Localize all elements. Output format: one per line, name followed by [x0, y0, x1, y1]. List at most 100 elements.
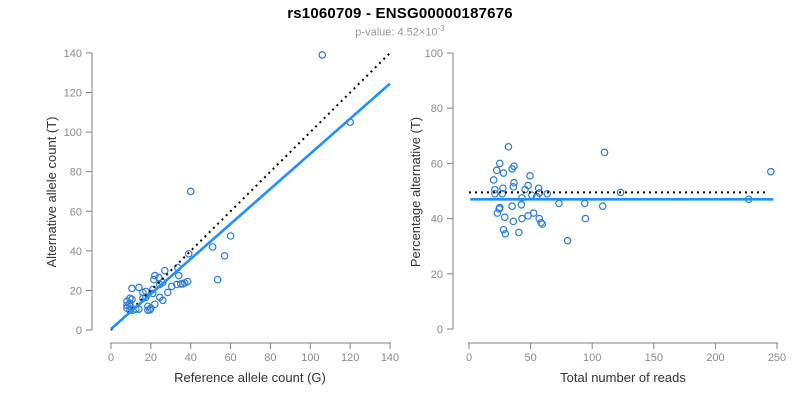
y-tick-label: 100	[425, 48, 443, 60]
y-tick-label: 120	[64, 88, 82, 100]
y-tick-label: 60	[70, 206, 82, 218]
data-point	[151, 271, 159, 280]
figure-title: rs1060709 - ENSG00000187676	[287, 5, 513, 22]
data-point	[183, 277, 192, 286]
x-tick-label: 50	[524, 352, 536, 364]
data-point	[161, 266, 169, 275]
data-point	[510, 178, 518, 187]
data-point	[142, 293, 150, 302]
data-point	[318, 51, 327, 59]
x-tick-label: 100	[301, 352, 319, 364]
data-point	[128, 295, 136, 304]
data-point	[581, 214, 590, 223]
x-tick-label: 200	[706, 352, 724, 364]
data-point	[167, 282, 176, 291]
data-point	[526, 172, 534, 180]
data-point	[509, 217, 518, 226]
y-tick-label: 0	[437, 324, 443, 336]
data-point	[499, 184, 507, 193]
allele-counts-scatter: 0 20 40 60 80 100 120 140 0 20 40 60 80 100 120 140 Refe…	[44, 48, 399, 385]
data-point	[515, 228, 523, 237]
data-point	[159, 296, 167, 305]
data-point	[616, 188, 625, 197]
data-point	[146, 306, 154, 314]
y-axis-title: Alternative allele count (T)	[44, 116, 59, 267]
data-point	[510, 162, 518, 170]
data-point	[500, 213, 509, 222]
data-point	[504, 143, 513, 151]
y-tick-label: 100	[64, 127, 82, 139]
regression-line	[110, 82, 391, 330]
y-tick-label: 0	[76, 325, 82, 337]
data-point	[150, 275, 158, 284]
y-tick-label: 60	[431, 158, 443, 170]
figure-subtitle: p-value: 4.52×10-3	[0, 24, 800, 39]
x-axis-title: Reference allele count (G)	[174, 370, 326, 385]
data-point	[213, 275, 222, 284]
identity-line	[110, 52, 391, 331]
data-point	[563, 236, 572, 245]
data-point	[535, 214, 544, 223]
data-point	[492, 166, 501, 175]
data-point	[155, 273, 163, 282]
y-tick-label: 20	[70, 285, 82, 297]
y-tick-label: 40	[431, 214, 443, 226]
data-point	[508, 202, 516, 210]
data-point	[147, 304, 155, 313]
data-point	[186, 187, 195, 196]
data-point	[509, 183, 518, 191]
data-point	[128, 284, 136, 293]
data-point	[174, 271, 183, 280]
x-tick-label: 120	[341, 352, 359, 364]
data-point	[518, 194, 526, 202]
data-point	[499, 169, 508, 177]
data-point	[226, 232, 235, 240]
x-tick-label: 60	[224, 352, 236, 364]
y-tick-label: 80	[431, 103, 443, 115]
data-point	[499, 225, 508, 234]
data-point	[538, 220, 547, 228]
data-point	[163, 288, 172, 297]
data-point	[489, 176, 498, 184]
y-tick-label: 20	[431, 269, 443, 281]
y-tick-label: 140	[64, 48, 82, 60]
x-tick-label: 150	[645, 352, 663, 364]
data-point	[498, 189, 507, 198]
percentage-vs-reads-scatter: 0 20 40 60 80 100 0 50 100 150 200 250 Total number …	[408, 48, 786, 385]
data-point	[767, 167, 775, 176]
y-axis-title: Percentage alternative (T)	[408, 117, 423, 267]
x-tick-label: 20	[145, 352, 157, 364]
data-point	[529, 209, 538, 217]
pvalue-text: p-value: 4.52×10	[355, 26, 438, 39]
data-point	[135, 283, 143, 292]
data-point	[491, 189, 499, 198]
data-point	[581, 199, 589, 208]
y-tick-label: 40	[70, 246, 82, 258]
data-point	[600, 148, 609, 157]
x-tick-label: 100	[583, 352, 601, 364]
data-point	[501, 229, 510, 238]
data-point	[524, 181, 532, 190]
pvalue-exponent: -3	[437, 24, 445, 33]
x-tick-label: 0	[108, 352, 114, 364]
data-point	[151, 300, 159, 309]
x-tick-label: 40	[185, 352, 197, 364]
data-point	[495, 203, 504, 212]
data-point	[495, 159, 504, 168]
y-tick-label: 80	[70, 167, 82, 179]
data-point	[543, 189, 552, 198]
data-point	[598, 202, 607, 210]
data-point	[517, 201, 526, 209]
x-axis-title: Total number of reads	[560, 370, 686, 385]
x-tick-label: 0	[466, 352, 472, 364]
data-point	[518, 214, 526, 223]
x-tick-label: 80	[264, 352, 276, 364]
data-point	[537, 218, 545, 227]
data-point	[184, 250, 193, 258]
data-point	[534, 184, 543, 193]
x-tick-label: 140	[381, 352, 399, 364]
data-point	[555, 199, 563, 208]
data-point	[220, 251, 229, 260]
